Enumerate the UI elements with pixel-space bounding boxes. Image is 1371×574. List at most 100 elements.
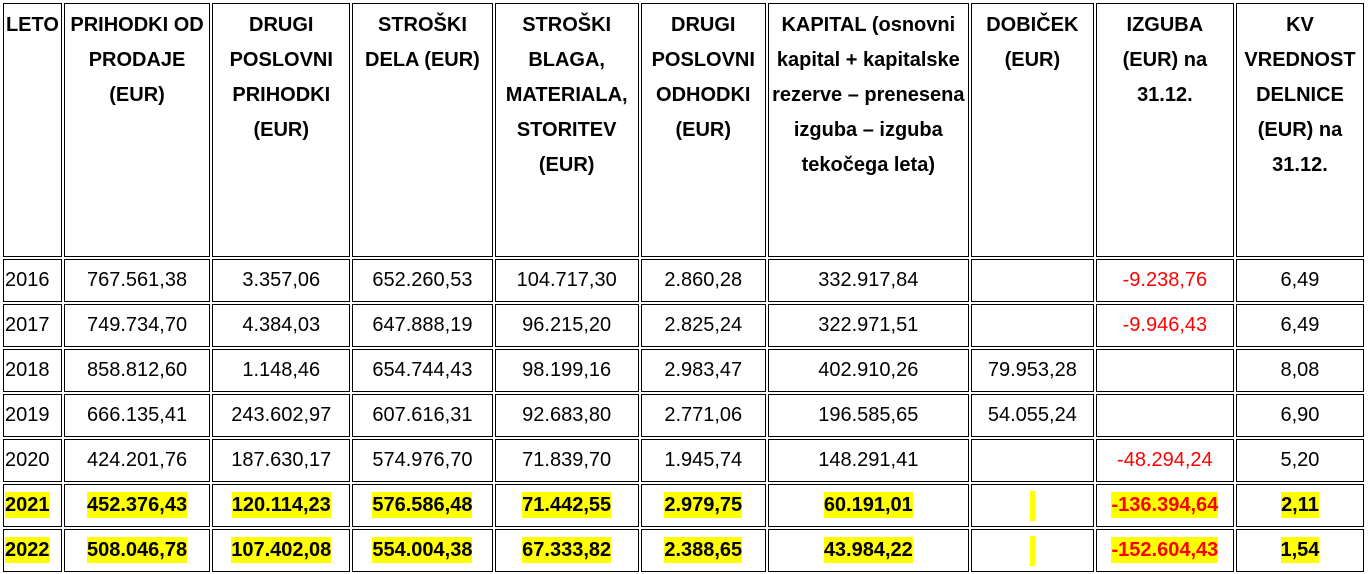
- table-cell: 652.260,53: [352, 259, 493, 302]
- table-cell: 104.717,30: [494, 259, 639, 302]
- cell-text: 71.442,55: [522, 492, 612, 518]
- table-cell: 2019: [3, 394, 62, 437]
- header-cell: STROŠKI DELA (EUR): [352, 3, 493, 257]
- header-cell: DRUGI POSLOVNI ODHODKI (EUR): [640, 3, 766, 257]
- cell-text: 666.135,41: [86, 404, 188, 426]
- table-cell: 4.384,03: [212, 304, 351, 347]
- table-cell: 2018: [3, 349, 62, 392]
- cell-text: 2020: [5, 449, 50, 471]
- cell-text: 2021: [5, 492, 50, 518]
- table-cell: 187.630,17: [212, 439, 351, 482]
- cell-text: 2.860,28: [664, 269, 743, 291]
- cell-text: -9.946,43: [1122, 314, 1208, 336]
- table-body: 2016 767.561,38 3.357,06 652.260,53 104.717,…: [3, 259, 1364, 572]
- table-cell: -152.604,43: [1095, 529, 1234, 572]
- cell-text: 607.616,31: [372, 404, 473, 426]
- cell-text: 647.888,19: [372, 314, 473, 336]
- table-cell: 2.979,75: [640, 484, 766, 527]
- cell-text: 2018: [5, 359, 50, 381]
- table-cell: 607.616,31: [352, 394, 493, 437]
- table-cell: 332.917,84: [767, 259, 969, 302]
- table-cell: [1095, 349, 1234, 392]
- cell-text: -136.394,64: [1111, 492, 1219, 518]
- table-cell: 92.683,80: [494, 394, 639, 437]
- table-cell: -48.294,24: [1095, 439, 1234, 482]
- cell-text: 654.744,43: [372, 359, 473, 381]
- table-row: 2022 508.046,78 107.402,08 554.004,38 67.333…: [3, 529, 1364, 572]
- table-cell: 79.953,28: [970, 349, 1094, 392]
- cell-text: 652.260,53: [372, 269, 473, 291]
- highlight-mark: [1029, 535, 1035, 566]
- table-cell: 60.191,01: [767, 484, 969, 527]
- table-row: 2016 767.561,38 3.357,06 652.260,53 104.717,…: [3, 259, 1364, 302]
- table-cell: 2016: [3, 259, 62, 302]
- cell-text: 2.771,06: [664, 404, 743, 426]
- cell-text: 402.910,26: [818, 359, 919, 381]
- table-cell: 2021: [3, 484, 62, 527]
- cell-text: 67.333,82: [522, 537, 612, 563]
- header-cell: PRIHODKI OD PRODAJE (EUR): [63, 3, 211, 257]
- cell-text: 2.388,65: [664, 537, 743, 563]
- table-cell: 107.402,08: [212, 529, 351, 572]
- table-cell: [970, 439, 1094, 482]
- cell-text: 196.585,65: [818, 404, 919, 426]
- cell-text: 2.825,24: [664, 314, 743, 336]
- cell-text: 2019: [5, 404, 50, 426]
- table-cell: 749.734,70: [63, 304, 211, 347]
- table-cell: 508.046,78: [63, 529, 211, 572]
- table-cell: -9.238,76: [1095, 259, 1234, 302]
- highlight-mark: [1029, 490, 1035, 521]
- table-cell: 2017: [3, 304, 62, 347]
- cell-text: 3.357,06: [242, 269, 321, 291]
- cell-text: 6,49: [1280, 269, 1320, 291]
- cell-text: 243.602,97: [231, 404, 332, 426]
- table-cell: 71.442,55: [494, 484, 639, 527]
- table-row: 2021 452.376,43 120.114,23 576.586,48 71.442…: [3, 484, 1364, 527]
- cell-text: 2016: [5, 269, 50, 291]
- table-row: 2018 858.812,60 1.148,46 654.744,43 98.199,1…: [3, 349, 1364, 392]
- header-cell: KV VREDNOST DELNICE (EUR) na 31.12.: [1235, 3, 1364, 257]
- table-cell: 452.376,43: [63, 484, 211, 527]
- table-cell: 2022: [3, 529, 62, 572]
- cell-text: 1,54: [1280, 537, 1320, 563]
- table-cell: [970, 304, 1094, 347]
- cell-text: 858.812,60: [86, 359, 188, 381]
- cell-text: 98.199,16: [522, 359, 612, 381]
- header-row: LETO PRIHODKI OD PRODAJE (EUR) DRUGI POSLO…: [3, 3, 1364, 257]
- cell-text: 508.046,78: [86, 537, 188, 563]
- table-cell: 666.135,41: [63, 394, 211, 437]
- cell-text: 749.734,70: [86, 314, 188, 336]
- cell-text: 1.148,46: [242, 359, 321, 381]
- cell-text: 120.114,23: [231, 492, 331, 518]
- table-cell: 654.744,43: [352, 349, 493, 392]
- header-cell: LETO: [3, 3, 62, 257]
- table-cell: 554.004,38: [352, 529, 493, 572]
- table-cell: 1,54: [1235, 529, 1364, 572]
- cell-text: 2022: [5, 537, 50, 563]
- cell-text: 54.055,24: [987, 404, 1077, 426]
- table-cell: 2.983,47: [640, 349, 766, 392]
- cell-text: 43.984,22: [823, 537, 913, 563]
- table-cell: 1.148,46: [212, 349, 351, 392]
- table-cell: 2.388,65: [640, 529, 766, 572]
- cell-text: 79.953,28: [987, 359, 1077, 381]
- table-cell: 322.971,51: [767, 304, 969, 347]
- cell-text: 5,20: [1280, 449, 1320, 471]
- cell-text: 424.201,76: [86, 449, 188, 471]
- cell-text: 2.979,75: [664, 492, 743, 518]
- header-cell: DOBIČEK (EUR): [970, 3, 1094, 257]
- cell-text: 187.630,17: [231, 449, 332, 471]
- cell-text: 4.384,03: [242, 314, 321, 336]
- table-cell: 2020: [3, 439, 62, 482]
- table-cell: 402.910,26: [767, 349, 969, 392]
- cell-text: 92.683,80: [522, 404, 612, 426]
- table-cell: [970, 259, 1094, 302]
- table-cell: 71.839,70: [494, 439, 639, 482]
- table-cell: 2.825,24: [640, 304, 766, 347]
- cell-text: 8,08: [1280, 359, 1320, 381]
- table-cell: 120.114,23: [212, 484, 351, 527]
- table-cell: -9.946,43: [1095, 304, 1234, 347]
- table-cell: 3.357,06: [212, 259, 351, 302]
- table-cell: 647.888,19: [352, 304, 493, 347]
